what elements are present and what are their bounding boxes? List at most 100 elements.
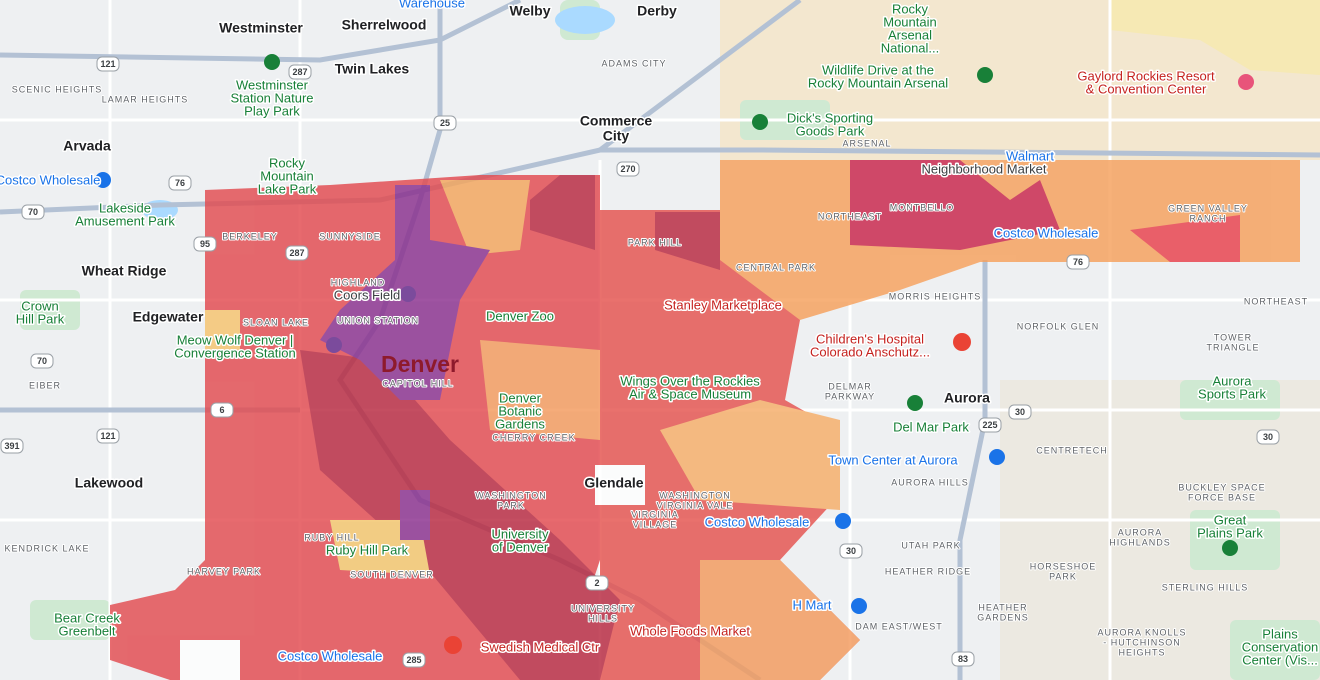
park-label[interactable]: Mountain xyxy=(259,167,315,185)
park-label[interactable]: Air & Space Museum xyxy=(627,385,752,403)
shop-pin[interactable] xyxy=(835,513,851,529)
poi-label[interactable]: Walmart xyxy=(1005,147,1056,165)
neighborhood-label: EIBER xyxy=(29,380,61,390)
park-pin[interactable] xyxy=(907,395,923,411)
shield-shape xyxy=(839,543,863,559)
poi-label[interactable]: & Convention Center xyxy=(1084,80,1208,98)
neighborhood-label: CENTRAL PARK xyxy=(736,262,816,272)
neighborhood-label: VIRGINIA xyxy=(631,509,679,519)
poi-label[interactable]: H Mart xyxy=(791,596,833,614)
park-label[interactable]: Rocky Mountain Arsenal xyxy=(806,74,949,92)
poi-label[interactable]: Swedish Medical Ctr xyxy=(479,638,601,656)
highway-shield: 70 xyxy=(21,204,45,220)
park-label[interactable]: Rocky xyxy=(267,154,307,172)
park-label[interactable]: Greenbelt xyxy=(57,622,117,640)
park-label[interactable]: Aurora xyxy=(1211,372,1254,390)
park-label[interactable]: Rocky xyxy=(890,0,930,18)
poi-label[interactable]: Stanley Marketplace xyxy=(663,296,784,314)
park-label[interactable]: Gardens xyxy=(494,415,547,433)
poi-label[interactable]: Warehouse xyxy=(398,0,467,12)
poi-label[interactable]: Colorado Anschutz... xyxy=(809,343,932,361)
park-label[interactable]: Crown xyxy=(20,297,61,315)
park-pin[interactable] xyxy=(977,67,993,83)
park-label[interactable]: Convergence Station xyxy=(173,344,297,362)
park-label[interactable]: Dick's Sporting xyxy=(785,109,874,127)
poi-label[interactable]: Whole Foods Market xyxy=(629,622,752,640)
shield-shape xyxy=(0,438,24,454)
highway-number: 76 xyxy=(175,178,185,188)
highway-shield: 70 xyxy=(30,353,54,369)
park-label[interactable]: Wings Over the Rockies xyxy=(619,372,762,390)
poi-label[interactable]: Costco Wholesale xyxy=(0,171,102,189)
park-label[interactable]: Play Park xyxy=(243,102,302,120)
park-label[interactable]: Botanic xyxy=(497,402,544,420)
poi-label[interactable]: Coors Field xyxy=(332,286,401,304)
highway-number: 121 xyxy=(100,431,115,441)
park-label[interactable]: Wildlife Drive at the xyxy=(821,61,936,79)
park-label[interactable]: Bear Creek xyxy=(53,609,122,627)
park-label[interactable]: Station Nature xyxy=(229,89,315,107)
poi-label[interactable]: Costco Wholesale xyxy=(703,513,811,531)
park-label[interactable]: Meow Wolf Denver | xyxy=(175,331,295,349)
shield-shape xyxy=(585,575,609,591)
poi-label[interactable]: Town Center at Aurora xyxy=(827,451,960,469)
park-label[interactable]: Plains xyxy=(1261,625,1300,643)
park-label[interactable]: Conservation xyxy=(1240,638,1320,656)
park-label[interactable]: National... xyxy=(879,39,941,57)
neighborhood-label: HIGHLAND xyxy=(331,277,386,287)
park-pin[interactable] xyxy=(1222,540,1238,556)
place-label: Westminster xyxy=(219,20,303,36)
shop-pin[interactable] xyxy=(95,172,111,188)
park-label[interactable]: of Denver xyxy=(490,538,550,556)
neighborhood-label: GREEN VALLEY xyxy=(1168,203,1248,213)
park-label[interactable]: Westminster xyxy=(235,76,311,94)
park-label[interactable]: Denver xyxy=(498,389,544,407)
park-pin[interactable] xyxy=(264,54,280,70)
park-label[interactable]: Ruby Hill Park xyxy=(324,541,410,559)
highway-shield: 6 xyxy=(210,402,234,418)
park-label[interactable]: Great xyxy=(1212,511,1248,529)
neighborhood-label: HARVEY PARK xyxy=(187,566,261,576)
park-label[interactable]: Amusement Park xyxy=(74,212,177,230)
neighborhood-label: HEATHER RIDGE xyxy=(885,566,971,576)
park-label[interactable]: University xyxy=(490,525,551,543)
venue-pin[interactable] xyxy=(400,286,416,302)
highway-shield: 30 xyxy=(1256,429,1280,445)
venue-pin[interactable] xyxy=(326,337,342,353)
shield-shape xyxy=(433,115,457,131)
shop-pin[interactable] xyxy=(989,449,1005,465)
highway-number: 70 xyxy=(28,207,38,217)
highway-shield: 2 xyxy=(585,575,609,591)
park-label[interactable]: Del Mar Park xyxy=(892,418,971,436)
shield-shape xyxy=(193,236,217,252)
park-label[interactable]: Goods Park xyxy=(794,122,866,140)
poi-label[interactable]: Children's Hospital xyxy=(815,330,926,348)
shield-shape xyxy=(1008,404,1032,420)
park-label[interactable]: Lakeside xyxy=(97,199,152,217)
neighborhood-label: AURORA HILLS xyxy=(891,477,969,487)
neighborhood-label: RUBY HILL xyxy=(304,532,359,542)
place-label: Derby xyxy=(637,3,677,19)
poi-label[interactable]: Costco Wholesale xyxy=(276,647,384,665)
hospital-pin[interactable] xyxy=(953,333,971,351)
park-label[interactable]: Arsenal xyxy=(886,26,933,44)
poi-label[interactable]: Costco Wholesale xyxy=(992,224,1100,242)
hospital-pin[interactable] xyxy=(444,636,462,654)
shield-shape xyxy=(1066,254,1090,270)
shield-shape xyxy=(96,428,120,444)
park-label[interactable]: Lake Park xyxy=(256,180,318,198)
neighborhood-label: BUCKLEY SPACE xyxy=(1178,482,1265,492)
park-label[interactable]: Plains Park xyxy=(1196,524,1265,542)
park-label[interactable]: Mountain xyxy=(882,13,938,31)
poi-label[interactable]: Neighborhood Market xyxy=(920,160,1048,178)
hotel-pin[interactable] xyxy=(1238,74,1254,90)
park-pin[interactable] xyxy=(752,114,768,130)
highway-number: 95 xyxy=(200,239,210,249)
park-label[interactable]: Denver Zoo xyxy=(485,307,556,325)
park-label[interactable]: Center (Vis... xyxy=(1241,651,1320,669)
park-label[interactable]: Sports Park xyxy=(1197,385,1268,403)
shop-pin[interactable] xyxy=(851,598,867,614)
park-label[interactable]: Hill Park xyxy=(14,310,66,328)
poi-label[interactable]: Gaylord Rockies Resort xyxy=(1076,67,1217,85)
